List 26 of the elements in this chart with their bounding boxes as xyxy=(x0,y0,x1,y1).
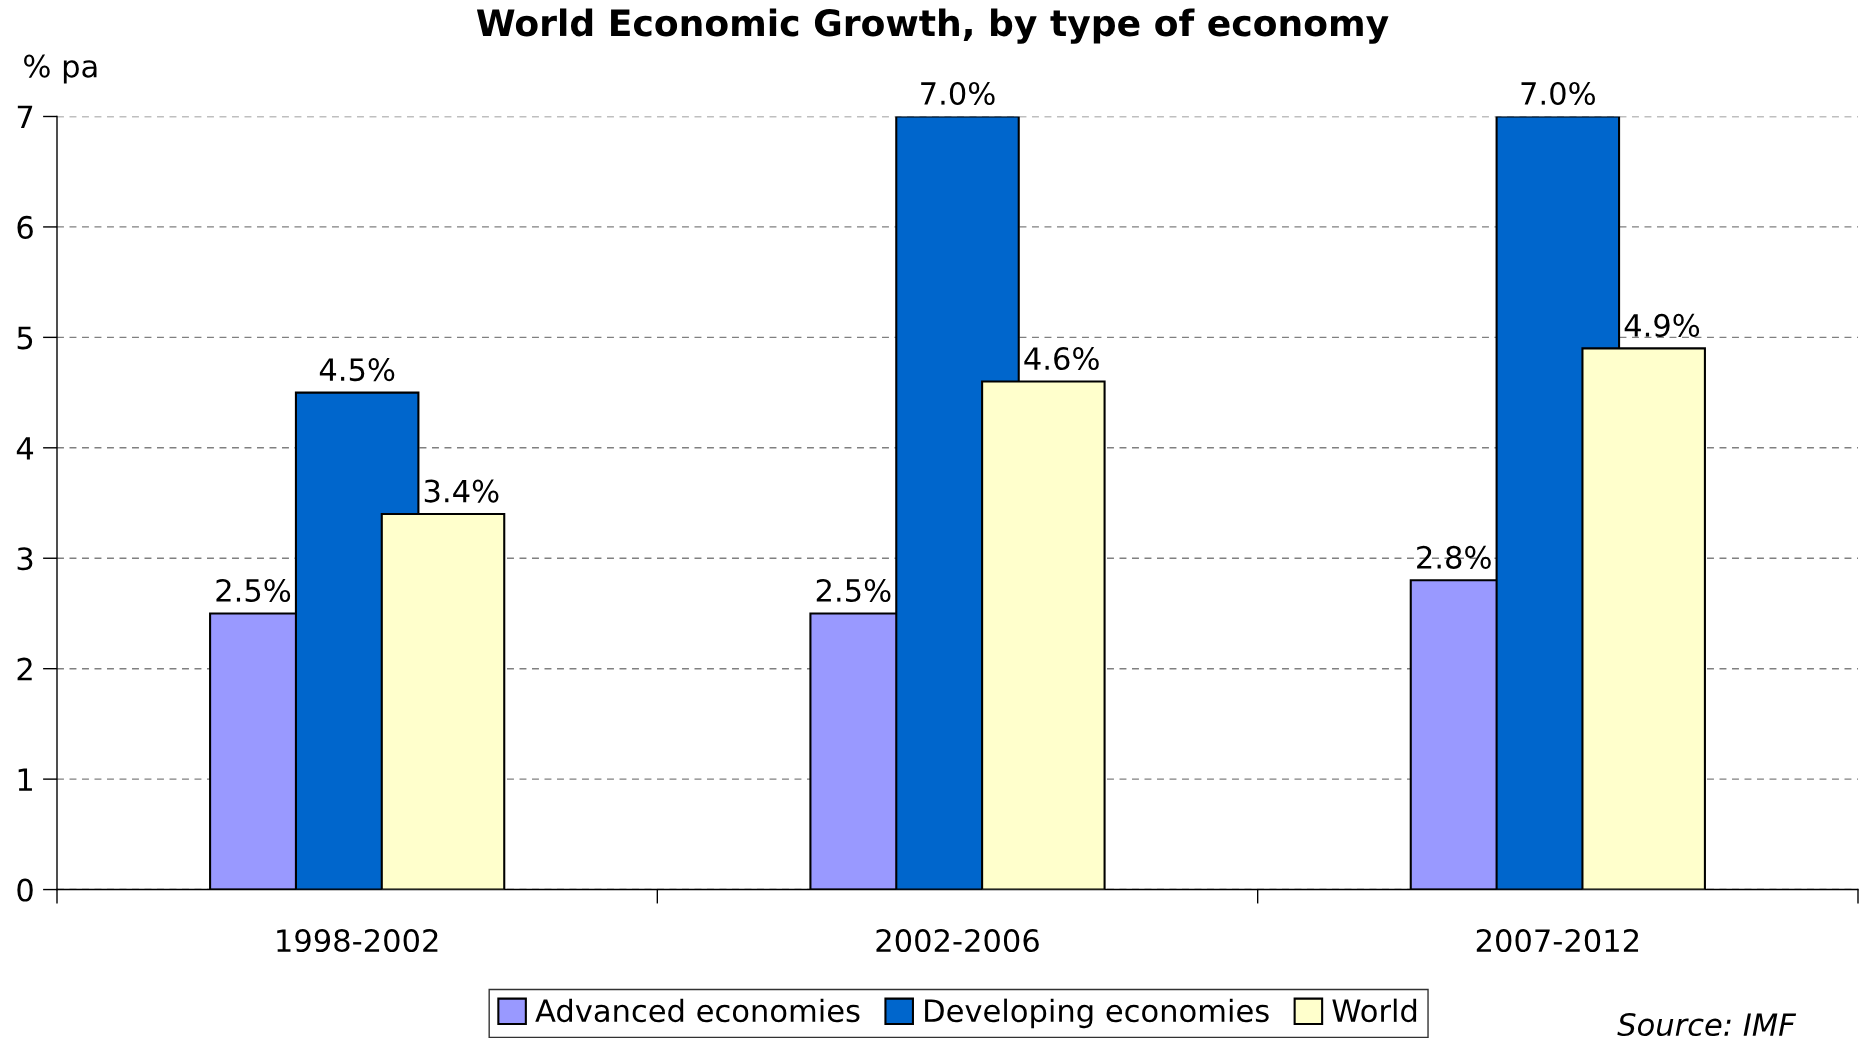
x-tick-label: 2002-2006 xyxy=(876,928,1039,953)
y-axis-title: % pa xyxy=(24,54,97,84)
data-label: 2.5% xyxy=(816,578,891,603)
y-tick-label: 0 xyxy=(17,878,33,902)
data-label: 4.9% xyxy=(1624,313,1700,337)
legend-label: Developing economies xyxy=(925,998,1269,1029)
y-tick-label: 3 xyxy=(17,547,33,571)
legend-label: World xyxy=(1332,998,1417,1023)
data-label: 2.5% xyxy=(216,578,291,603)
data-label: 7.0% xyxy=(1521,81,1595,106)
legend-label: Advanced economies xyxy=(535,998,860,1023)
y-tick-label: 7 xyxy=(17,105,33,129)
data-label: 4.5% xyxy=(319,358,395,382)
y-tick-label: 6 xyxy=(17,215,33,239)
x-tick-label: 2007-2012 xyxy=(1476,928,1639,953)
x-tick-label: 1998-2002 xyxy=(277,928,438,953)
data-label: 2.8% xyxy=(1417,545,1491,569)
source-note: Source: IMF xyxy=(1617,1012,1797,1037)
y-tick-label: 5 xyxy=(17,326,33,350)
y-tick-label: 4 xyxy=(16,437,34,460)
y-tick-label: 2 xyxy=(17,657,32,681)
y-tick-label: 1 xyxy=(18,768,32,791)
data-label: 3.4% xyxy=(424,479,499,503)
data-label: 7.0% xyxy=(921,81,995,106)
chart-title: World Economic Growth, by type of economy xyxy=(476,8,1389,44)
data-label: 4.6% xyxy=(1024,346,1099,371)
